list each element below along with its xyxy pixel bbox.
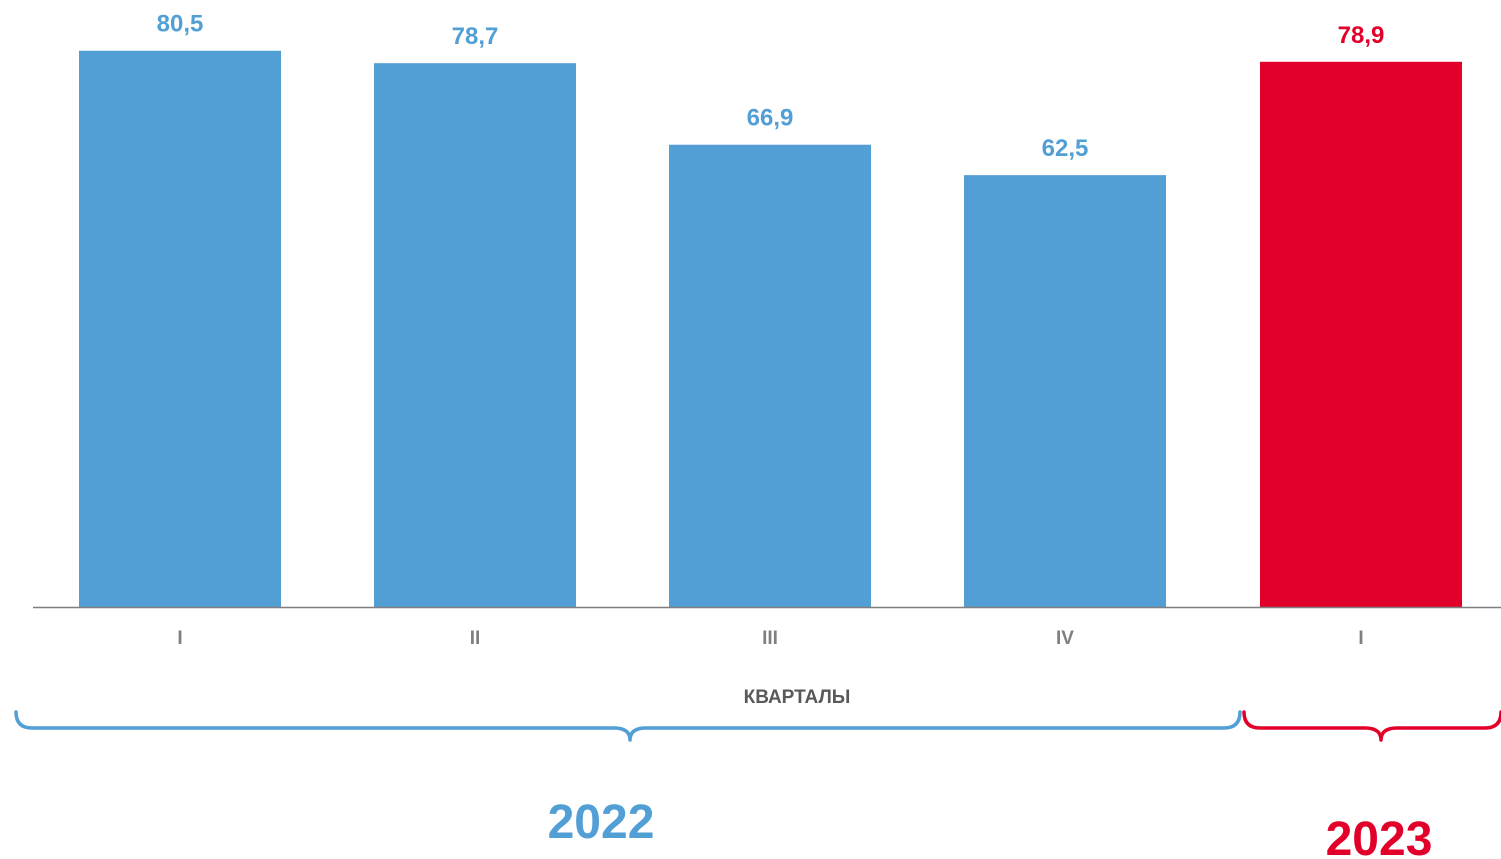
x-tick-label-1: I <box>177 628 182 649</box>
x-tick-label-4: IV <box>1056 628 1074 649</box>
bar-4 <box>964 175 1166 607</box>
bar-1 <box>79 50 281 608</box>
x-tick-label-3: III <box>762 628 778 649</box>
data-label-5: 78,9 <box>1338 22 1385 49</box>
year-braces-group <box>14 710 1501 742</box>
data-label-1: 80,5 <box>157 11 204 38</box>
x-tick-label-5: I <box>1358 628 1363 649</box>
bar-2 <box>374 63 576 608</box>
data-label-2: 78,7 <box>452 23 499 50</box>
year-brace-2023 <box>1242 710 1501 742</box>
value-labels-group: 80,5 78,7 66,9 62,5 78,9 <box>157 11 1385 162</box>
year-brace-2022 <box>14 710 1242 742</box>
data-label-4: 62,5 <box>1042 135 1089 162</box>
year-label-2023: 2023 <box>1326 813 1433 859</box>
bar-5 <box>1260 61 1462 607</box>
year-label-2022: 2022 <box>548 796 655 849</box>
year-labels-group: 2022 2023 <box>548 796 1433 859</box>
bars-group <box>79 50 1462 608</box>
x-tick-label-2: II <box>470 628 481 649</box>
x-tick-labels-group: I II III IV I <box>177 628 1363 649</box>
data-label-3: 66,9 <box>747 105 794 132</box>
x-axis-title: КВАРТАЛЫ <box>744 687 851 708</box>
bar-3 <box>669 144 871 607</box>
